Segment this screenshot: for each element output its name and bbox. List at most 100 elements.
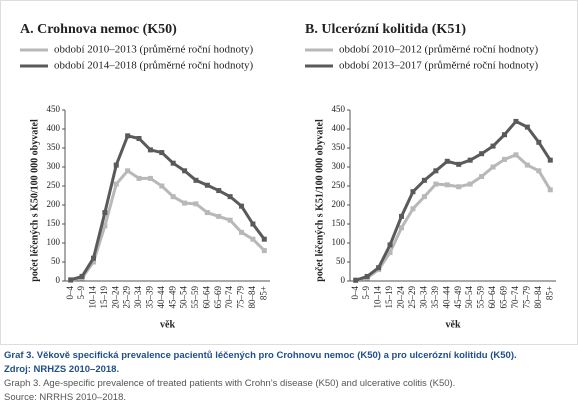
series-line xyxy=(355,119,552,282)
x-tick-label: 65–69 xyxy=(499,286,509,309)
point xyxy=(421,177,427,183)
point xyxy=(125,168,131,174)
x-tick-label: 50–54 xyxy=(179,286,189,309)
point xyxy=(193,201,199,207)
x-tick-label: 15–19 xyxy=(384,286,394,309)
point xyxy=(399,225,404,231)
point xyxy=(204,182,210,188)
point xyxy=(261,236,267,242)
point xyxy=(239,229,245,235)
point xyxy=(421,194,427,200)
y-tick-label: 0 xyxy=(341,275,346,285)
point xyxy=(239,203,245,209)
point xyxy=(399,213,404,219)
point xyxy=(490,164,496,170)
series-line xyxy=(355,153,552,282)
x-tick-label: 70–74 xyxy=(224,286,234,309)
point xyxy=(90,255,96,261)
x-tick-label: 35–39 xyxy=(430,286,440,309)
legend-label: období 2010–2012 (průměrné roční hodnoty… xyxy=(339,44,539,56)
x-tick-label: 50–54 xyxy=(464,286,474,309)
caption-line: Graf 3. Věkově specifická prevalence pac… xyxy=(4,350,517,361)
point xyxy=(479,174,485,179)
x-tick-label: 75–79 xyxy=(236,286,246,309)
point xyxy=(193,177,199,183)
point xyxy=(376,265,382,271)
x-tick-label: 30–34 xyxy=(133,286,143,309)
x-tick-label: 55–59 xyxy=(476,286,486,309)
caption-line: Graph 3. Age-specific prevalence of trea… xyxy=(4,378,456,389)
y-tick-label: 350 xyxy=(47,142,61,152)
legend-label: období 2010–2013 (průměrné roční hodnoty… xyxy=(54,44,254,56)
y-tick-label: 450 xyxy=(47,104,61,114)
series-line xyxy=(70,134,266,282)
y-tick-label: 100 xyxy=(332,237,346,247)
point xyxy=(79,273,85,279)
point xyxy=(547,187,553,193)
point xyxy=(204,210,210,216)
point xyxy=(68,277,74,283)
x-axis-label: věk xyxy=(446,319,461,330)
y-tick-label: 400 xyxy=(332,123,346,133)
point xyxy=(113,162,119,168)
point xyxy=(136,175,142,181)
x-tick-label: 80–84 xyxy=(247,286,257,309)
y-axis-label: počet léčených s K50/100 000 obyvatel xyxy=(29,119,40,282)
point xyxy=(227,217,233,223)
point xyxy=(387,250,393,255)
point xyxy=(353,277,359,283)
x-tick-label: 20–24 xyxy=(110,286,120,309)
point xyxy=(170,194,176,200)
point xyxy=(490,143,496,149)
y-tick-label: 50 xyxy=(51,256,61,266)
point xyxy=(410,206,416,212)
point xyxy=(159,150,165,156)
point xyxy=(456,184,462,190)
legend-label: období 2013–2017 (průměrné roční hodnoty… xyxy=(339,60,539,72)
point xyxy=(250,221,256,227)
y-tick-label: 150 xyxy=(332,218,346,228)
x-tick-label: 5–9 xyxy=(361,286,371,300)
y-tick-label: 0 xyxy=(56,275,61,285)
x-tick-label: 25–29 xyxy=(407,286,417,309)
point xyxy=(125,133,131,139)
point xyxy=(182,168,188,174)
legend-label: období 2014–2018 (průměrné roční hodnoty… xyxy=(54,60,254,72)
point xyxy=(261,248,267,254)
y-tick-label: 400 xyxy=(47,123,61,133)
point xyxy=(444,158,450,164)
x-tick-label: 80–84 xyxy=(533,286,543,309)
point xyxy=(456,161,462,167)
caption-line: Source: NRRHS 2010–2018. xyxy=(4,392,126,403)
x-axis-label: věk xyxy=(160,319,175,330)
point xyxy=(467,157,473,163)
x-tick-label: 45–49 xyxy=(167,286,177,309)
point xyxy=(502,156,507,162)
point xyxy=(547,157,553,163)
x-tick-label: 25–29 xyxy=(122,286,132,309)
point xyxy=(227,194,233,200)
x-tick-label: 0–4 xyxy=(65,286,75,300)
y-tick-label: 50 xyxy=(336,256,346,266)
point xyxy=(159,183,165,189)
caption: Graf 3. Věkově specifická prevalence pac… xyxy=(4,349,517,405)
y-axis-label: počet léčených s K51/100 000 obyvatel xyxy=(314,119,325,282)
point xyxy=(170,160,176,166)
point xyxy=(524,162,530,168)
point xyxy=(182,200,188,206)
point xyxy=(479,151,485,157)
x-tick-label: 20–24 xyxy=(396,286,406,309)
x-tick-label: 85+ xyxy=(544,286,554,300)
point xyxy=(513,152,519,158)
x-tick-label: 60–64 xyxy=(201,286,211,309)
x-tick-label: 45–49 xyxy=(453,286,463,309)
point xyxy=(513,118,519,124)
x-tick-label: 70–74 xyxy=(510,286,520,309)
point xyxy=(216,188,222,194)
x-tick-label: 55–59 xyxy=(190,286,200,309)
point xyxy=(433,168,439,174)
point xyxy=(147,175,153,181)
point xyxy=(216,213,222,219)
y-tick-label: 250 xyxy=(332,180,346,190)
